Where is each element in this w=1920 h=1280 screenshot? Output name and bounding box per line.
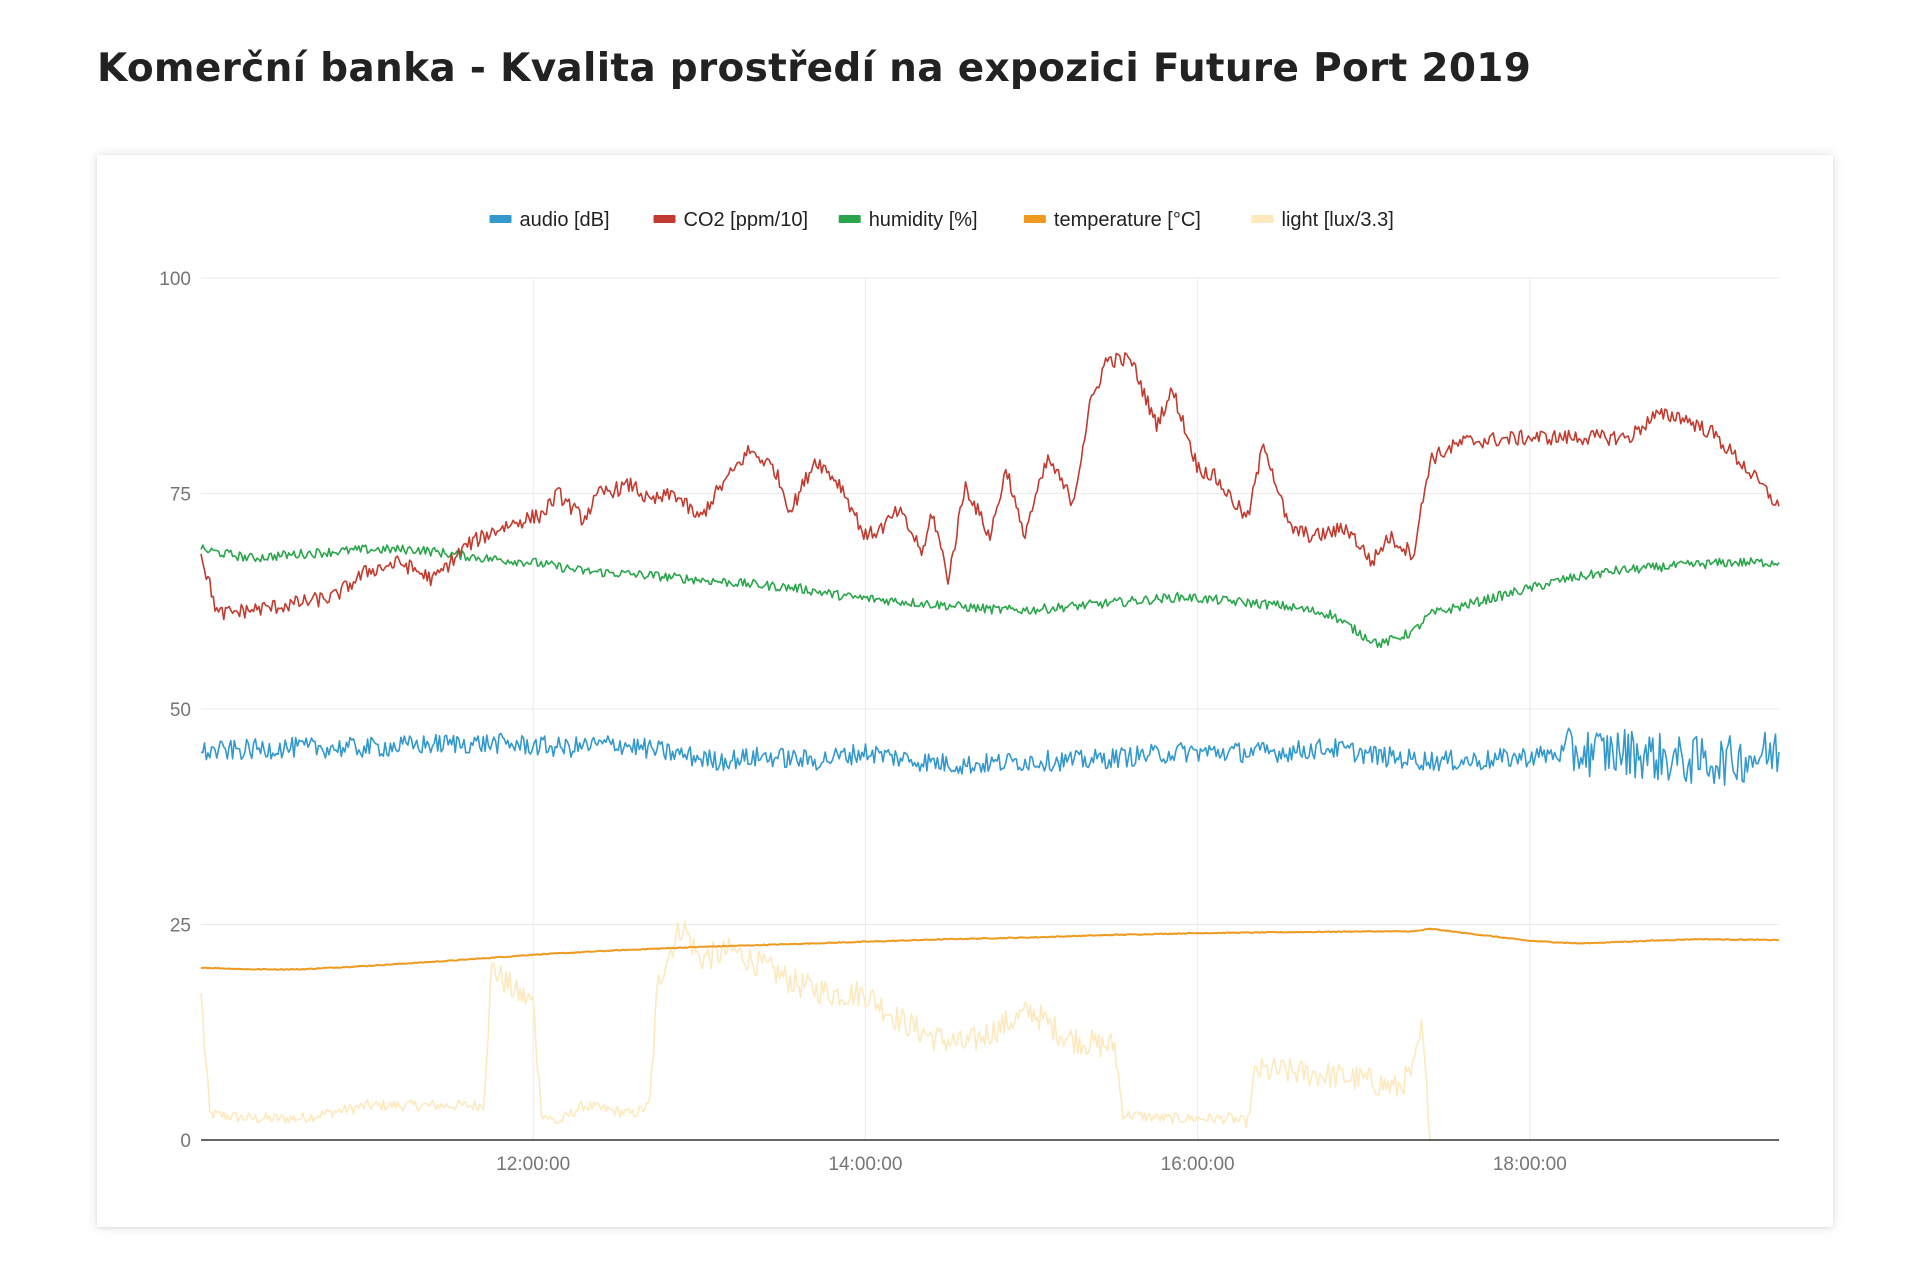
legend-swatch bbox=[1023, 215, 1046, 223]
x-tick-label: 12:00:00 bbox=[496, 1154, 570, 1175]
legend-label: CO2 [ppm/10] bbox=[684, 209, 809, 231]
line-chart: audio [dB] CO2 [ppm/10] humidity [%] temper… bbox=[159, 209, 1780, 1175]
legend-swatch bbox=[653, 215, 676, 223]
chart-series bbox=[200, 352, 1780, 1141]
chart-legend: audio [dB] CO2 [ppm/10] humidity [%] temper… bbox=[489, 209, 1394, 231]
chart-card: audio [dB] CO2 [ppm/10] humidity [%] temper… bbox=[97, 155, 1833, 1227]
series-line-3 bbox=[200, 927, 1780, 971]
legend-label: humidity [%] bbox=[869, 209, 978, 231]
y-tick-label: 75 bbox=[170, 485, 191, 506]
legend-label: temperature [°C] bbox=[1054, 209, 1201, 231]
y-tick-label: 100 bbox=[159, 269, 191, 290]
chart-axes: 0 25 50 75 100 12:00:00 14:00:00 16:00:00 18:00:… bbox=[159, 269, 1779, 1175]
legend-label: light [lux/3.3] bbox=[1282, 209, 1394, 231]
chart-grid bbox=[201, 277, 1779, 1140]
legend-swatch bbox=[838, 215, 861, 223]
series-line-0 bbox=[200, 727, 1780, 786]
series-line-4 bbox=[200, 920, 1431, 1141]
y-tick-label: 50 bbox=[170, 700, 191, 721]
legend-swatch bbox=[489, 215, 512, 223]
legend-label: audio [dB] bbox=[520, 209, 610, 231]
page-title: Komerční banka - Kvalita prostředí na ex… bbox=[97, 46, 1532, 91]
x-tick-label: 18:00:00 bbox=[1493, 1154, 1567, 1175]
x-tick-label: 14:00:00 bbox=[828, 1154, 902, 1175]
series-line-2 bbox=[200, 544, 1780, 649]
y-tick-label: 25 bbox=[170, 916, 191, 937]
y-tick-label: 0 bbox=[180, 1131, 191, 1152]
series-line-1 bbox=[200, 352, 1780, 621]
legend-swatch bbox=[1251, 215, 1274, 223]
x-tick-label: 16:00:00 bbox=[1161, 1154, 1235, 1175]
